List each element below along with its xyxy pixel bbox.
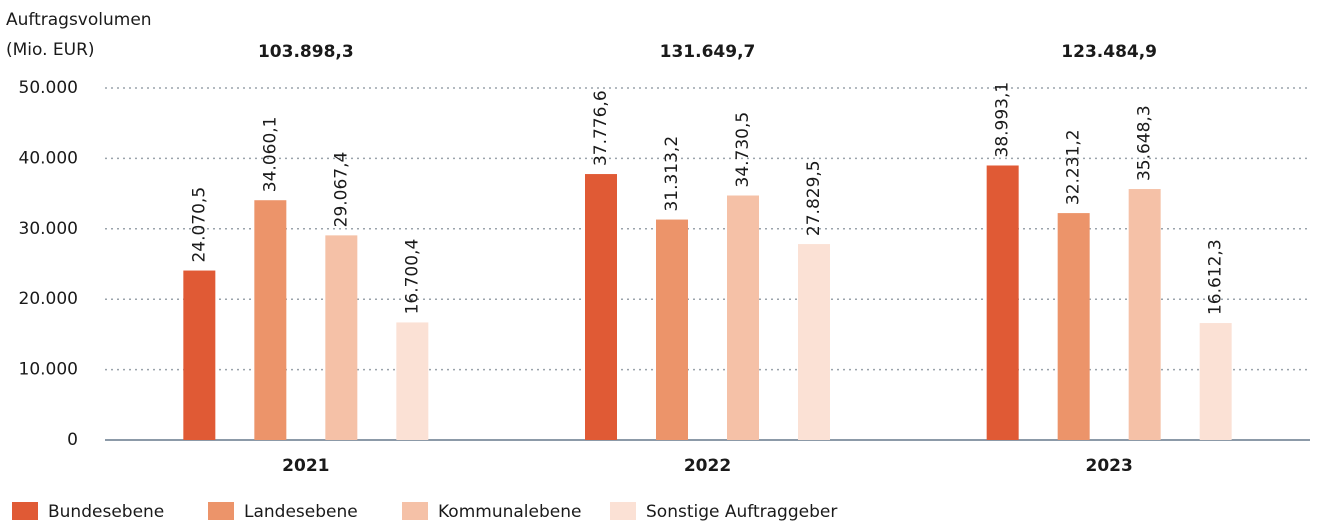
value-label: 38.993,1 bbox=[993, 82, 1013, 158]
bar bbox=[986, 165, 1019, 440]
bar bbox=[656, 219, 688, 440]
value-label: 16.612,3 bbox=[1206, 239, 1226, 315]
y-tick-label: 50.000 bbox=[19, 78, 78, 98]
value-label: 24.070,5 bbox=[189, 187, 209, 263]
total-label: 103.898,3 bbox=[258, 42, 354, 62]
value-label: 16.700,4 bbox=[402, 239, 422, 315]
value-label: 32.231,2 bbox=[1064, 129, 1084, 205]
bar bbox=[727, 195, 759, 440]
y-tick-label: 0 bbox=[67, 430, 78, 450]
y-axis-label: Auftragsvolumen bbox=[6, 10, 152, 30]
bar bbox=[183, 270, 216, 440]
y-tick-label: 30.000 bbox=[19, 219, 78, 239]
bar bbox=[585, 174, 617, 440]
legend-label: Kommunalebene bbox=[438, 502, 581, 522]
total-label: 131.649,7 bbox=[660, 42, 756, 62]
value-label: 34.730,5 bbox=[733, 112, 753, 188]
bar bbox=[396, 322, 429, 440]
y-tick-label: 40.000 bbox=[19, 148, 78, 168]
legend-swatch bbox=[610, 502, 636, 520]
value-label: 34.060,1 bbox=[260, 117, 280, 193]
x-tick-label: 2022 bbox=[684, 456, 731, 476]
bar bbox=[325, 235, 358, 440]
bar bbox=[1057, 213, 1090, 440]
legend-swatch bbox=[208, 502, 234, 520]
value-label: 35.648,3 bbox=[1135, 105, 1155, 181]
y-tick-label: 10.000 bbox=[19, 360, 78, 380]
legend-label: Bundesebene bbox=[48, 502, 164, 522]
x-tick-label: 2023 bbox=[1086, 456, 1133, 476]
bar bbox=[798, 244, 830, 440]
x-tick-label: 2021 bbox=[282, 456, 329, 476]
legend-label: Landesebene bbox=[244, 502, 358, 522]
total-label: 123.484,9 bbox=[1061, 42, 1157, 62]
value-label: 31.313,2 bbox=[662, 136, 682, 212]
bar bbox=[1199, 323, 1232, 440]
legend-swatch bbox=[402, 502, 428, 520]
y-tick-label: 20.000 bbox=[19, 289, 78, 309]
value-label: 37.776,6 bbox=[591, 90, 611, 166]
bar bbox=[254, 200, 287, 440]
legend-swatch bbox=[12, 502, 38, 520]
value-label: 29.067,4 bbox=[331, 152, 351, 228]
y-axis-label: (Mio. EUR) bbox=[6, 40, 95, 60]
bar bbox=[1128, 189, 1161, 440]
value-label: 27.829,5 bbox=[804, 160, 824, 236]
legend-label: Sonstige Auftraggeber bbox=[646, 502, 837, 522]
